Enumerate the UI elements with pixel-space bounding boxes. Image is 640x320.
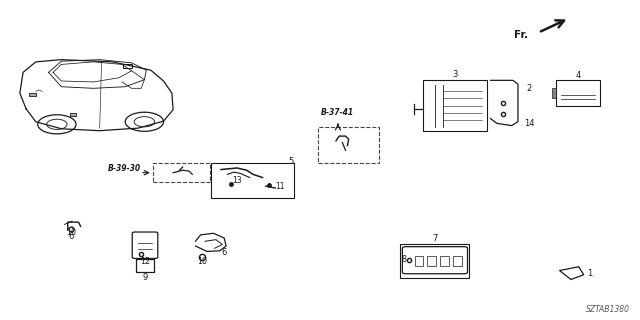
Bar — [70, 113, 76, 116]
Bar — [556, 80, 600, 106]
Bar — [211, 163, 294, 198]
Bar — [415, 256, 424, 266]
Text: SZTAB1380: SZTAB1380 — [586, 305, 630, 314]
Text: 13: 13 — [232, 176, 242, 185]
Bar — [428, 256, 436, 266]
Bar — [318, 126, 379, 163]
Bar — [136, 259, 154, 272]
Text: 2: 2 — [527, 84, 532, 93]
Text: 7: 7 — [432, 234, 438, 243]
Bar — [440, 256, 449, 266]
Bar — [153, 163, 210, 182]
Text: 6: 6 — [68, 232, 74, 241]
Text: B-39-30: B-39-30 — [108, 164, 141, 173]
Text: 8: 8 — [401, 255, 406, 264]
Text: Fr.: Fr. — [514, 30, 528, 40]
Bar — [424, 80, 487, 131]
Bar — [401, 244, 469, 278]
Bar — [29, 93, 36, 96]
Text: 6: 6 — [221, 248, 227, 257]
Bar — [453, 256, 462, 266]
Bar — [552, 88, 556, 98]
Text: 5: 5 — [289, 157, 294, 166]
Bar — [123, 64, 132, 68]
Text: B-37-41: B-37-41 — [321, 108, 355, 117]
Text: 3: 3 — [452, 70, 458, 79]
Text: 1: 1 — [588, 268, 593, 278]
Text: 14: 14 — [524, 119, 534, 128]
Text: 9: 9 — [142, 273, 148, 282]
Text: 4: 4 — [575, 71, 580, 80]
Text: 11: 11 — [275, 182, 285, 191]
Text: 10: 10 — [66, 228, 76, 237]
Text: 10: 10 — [197, 258, 207, 267]
Text: 12: 12 — [140, 257, 150, 266]
